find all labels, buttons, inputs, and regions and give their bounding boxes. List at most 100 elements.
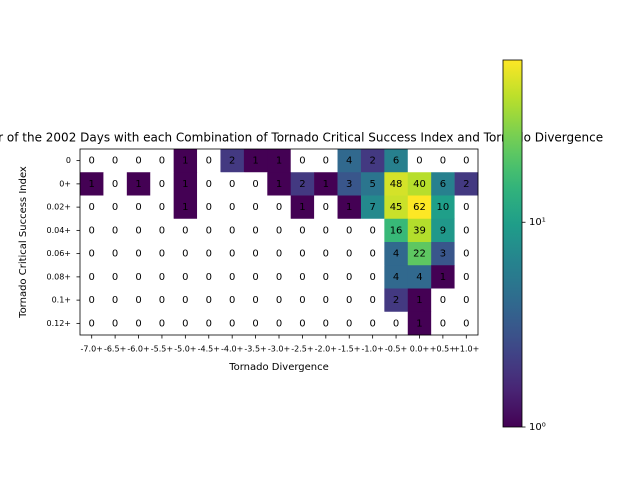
cell-label: 0 <box>299 272 305 283</box>
cell-label: 1 <box>299 202 305 213</box>
cell-label: 0 <box>276 272 282 283</box>
cell-label: 1 <box>135 179 141 190</box>
y-tick-label: 0.06+ <box>46 249 71 258</box>
cell <box>126 288 151 313</box>
cell <box>243 149 268 173</box>
cell <box>197 195 221 220</box>
cell <box>407 242 432 266</box>
cell-label: 0 <box>346 318 352 329</box>
heatmap: 0 0 0 0 1 0 2 1 1 0 0 4 2 6 0 0 01 0 1 0 1 0 0 0 1 2 1 3 5 48 40 6 20 0 0 0… <box>46 148 479 354</box>
x-tick-label: -2.0+ <box>315 345 337 354</box>
cell-label: 0 <box>135 156 141 167</box>
cell <box>197 242 221 266</box>
y-axis-label: Tornado Critical Success Index <box>18 166 29 319</box>
cell <box>197 218 221 243</box>
cell <box>360 149 385 173</box>
cell <box>290 288 315 313</box>
cell <box>103 288 128 313</box>
cell-label: 0 <box>323 295 329 306</box>
cell <box>384 242 409 266</box>
cell <box>337 149 362 173</box>
cell <box>80 149 104 173</box>
cell <box>290 218 315 243</box>
cell <box>314 218 338 243</box>
cell <box>290 172 315 196</box>
cell-label: 0 <box>369 249 375 260</box>
cell-label: 2 <box>393 295 399 306</box>
cell <box>407 311 432 336</box>
cell <box>384 195 409 220</box>
cell-label: 1 <box>89 179 95 190</box>
cell <box>360 172 385 196</box>
cell <box>314 149 338 173</box>
cell-label: 0 <box>299 249 305 260</box>
cell <box>173 288 198 313</box>
cell-label: 0 <box>112 318 118 329</box>
cell <box>150 242 174 266</box>
cell <box>220 172 245 196</box>
cell <box>243 195 268 220</box>
cell-label: 0 <box>89 156 95 167</box>
x-tick-label: -3.5+ <box>244 345 266 354</box>
cell-label: 0 <box>299 318 305 329</box>
cell <box>384 218 409 243</box>
cell <box>126 149 151 173</box>
cell-label: 0 <box>159 179 165 190</box>
cell <box>384 149 409 173</box>
cell-label: 0 <box>346 295 352 306</box>
cell-label: 0 <box>463 249 469 260</box>
cell <box>431 265 455 289</box>
cell <box>267 149 292 173</box>
cell <box>126 311 151 336</box>
cell-label: 0 <box>112 272 118 283</box>
cell-label: 2 <box>299 179 305 190</box>
x-tick-label: -3.0+ <box>268 345 290 354</box>
cell <box>150 149 174 173</box>
cell-label: 0 <box>299 295 305 306</box>
cell-label: 2 <box>229 156 235 167</box>
cell-label: 0 <box>89 295 95 306</box>
colorbar-tick-label: 10¹ <box>529 217 546 228</box>
y-tick-label: 0.04+ <box>46 226 71 235</box>
cell-label: 0 <box>206 179 212 190</box>
cell <box>314 172 338 196</box>
cell <box>360 311 385 336</box>
cell <box>103 195 128 220</box>
cell-label: 0 <box>346 249 352 260</box>
cell <box>220 218 245 243</box>
cell-label: 0 <box>276 295 282 306</box>
cell-label: 0 <box>112 202 118 213</box>
cell <box>267 218 292 243</box>
cell <box>103 242 128 266</box>
y-tick-label: 0.12+ <box>46 319 71 328</box>
cell-label: 0 <box>206 295 212 306</box>
cell-label: 0 <box>252 202 258 213</box>
cell <box>290 149 315 173</box>
cell <box>267 311 292 336</box>
cell-label: 0 <box>182 272 188 283</box>
cell <box>197 288 221 313</box>
x-tick-label: -0.5+ <box>385 345 407 354</box>
cell-label: 0 <box>440 318 446 329</box>
cell <box>384 288 409 313</box>
cell <box>173 311 198 336</box>
colorbar-tick-label: 10⁰ <box>529 422 546 433</box>
cell <box>80 265 104 289</box>
cell <box>220 288 245 313</box>
cell <box>454 242 479 266</box>
cell-label: 0 <box>112 295 118 306</box>
cell-label: 0 <box>89 225 95 236</box>
y-tick-label: 0 <box>66 156 71 165</box>
cell-label: 0 <box>159 156 165 167</box>
cell-label: 0 <box>229 272 235 283</box>
cell-label: 0 <box>323 156 329 167</box>
cell <box>126 195 151 220</box>
cell <box>80 172 104 196</box>
cell <box>360 265 385 289</box>
y-tick-label: 0.1+ <box>52 296 71 305</box>
cell <box>243 288 268 313</box>
cell-label: 48 <box>390 179 403 190</box>
cell <box>243 172 268 196</box>
x-tick-label: -4.0+ <box>221 345 243 354</box>
cell <box>267 172 292 196</box>
